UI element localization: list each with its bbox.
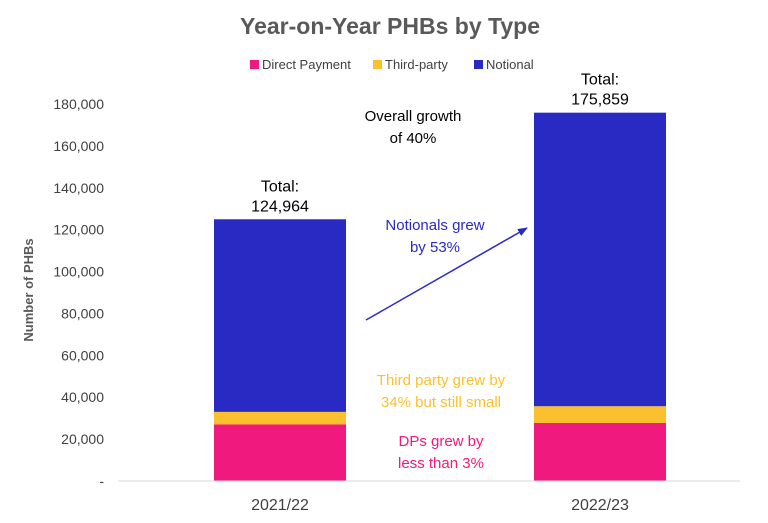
legend-label-third-party: Third-party bbox=[385, 57, 448, 72]
y-tick-label: 100,000 bbox=[53, 264, 104, 280]
chart-title: Year-on-Year PHBs by Type bbox=[240, 13, 540, 39]
x-tick-label: 2022/23 bbox=[571, 497, 629, 514]
annotation-overall-line-1: Overall growth bbox=[365, 108, 462, 125]
legend-swatch-third-party bbox=[373, 60, 382, 69]
y-tick-label: 120,000 bbox=[53, 222, 104, 238]
bar-notional-2021-22 bbox=[214, 219, 346, 412]
y-tick-label: 40,000 bbox=[61, 389, 104, 405]
y-tick-label: 60,000 bbox=[61, 347, 104, 363]
y-tick-label: 160,000 bbox=[53, 138, 104, 154]
annotation-third-party-line-2: 34% but still small bbox=[381, 394, 501, 411]
bar-direct-payment-2021-22 bbox=[214, 424, 346, 481]
legend-label-direct-payment: Direct Payment bbox=[262, 57, 351, 72]
total-label: Total: bbox=[581, 72, 619, 89]
y-tick-label: - bbox=[99, 473, 104, 489]
legend: Direct Payment Third-party Notional bbox=[250, 57, 534, 72]
y-tick-label: 20,000 bbox=[61, 431, 104, 447]
annotation-dps: DPs grew by less than 3% bbox=[398, 433, 484, 472]
legend-swatch-direct-payment bbox=[250, 60, 259, 69]
total-labels: Total: 124,964 Total: 175,859 bbox=[251, 72, 629, 216]
total-value: 124,964 bbox=[251, 198, 309, 215]
bar-direct-payment-2022-23 bbox=[534, 422, 666, 481]
annotation-overall-growth: Overall growth of 40% bbox=[365, 108, 462, 147]
annotation-notionals-line-1: Notionals grew bbox=[385, 217, 484, 234]
y-tick-label: 140,000 bbox=[53, 180, 104, 196]
annotation-dps-line-2: less than 3% bbox=[398, 455, 484, 472]
bars bbox=[214, 112, 666, 481]
bar-third-party-2021-22 bbox=[214, 411, 346, 425]
legend-label-notional: Notional bbox=[486, 57, 534, 72]
legend-swatch-notional bbox=[474, 60, 483, 69]
total-value: 175,859 bbox=[571, 92, 629, 109]
annotation-notionals: Notionals grew by 53% bbox=[385, 217, 484, 256]
annotation-third-party: Third party grew by 34% but still small bbox=[377, 372, 506, 411]
x-axis: 2021/22 2022/23 bbox=[251, 497, 629, 514]
annotation-notionals-line-2: by 53% bbox=[410, 239, 460, 256]
bar-third-party-2022-23 bbox=[534, 406, 666, 423]
annotation-overall-line-2: of 40% bbox=[390, 130, 437, 147]
y-tick-label: 80,000 bbox=[61, 305, 104, 321]
total-label: Total: bbox=[261, 178, 299, 195]
y-tick-label: 180,000 bbox=[53, 96, 104, 112]
x-tick-label: 2021/22 bbox=[251, 497, 309, 514]
y-axis: - 20,000 40,000 60,000 80,000 100,000 120,000 1… bbox=[53, 96, 104, 489]
bar-notional-2022-23 bbox=[534, 112, 666, 407]
annotation-dps-line-1: DPs grew by bbox=[398, 433, 484, 450]
growth-arrow bbox=[365, 227, 528, 321]
annotation-third-party-line-1: Third party grew by bbox=[377, 372, 506, 389]
y-axis-label: Number of PHBs bbox=[21, 238, 36, 341]
